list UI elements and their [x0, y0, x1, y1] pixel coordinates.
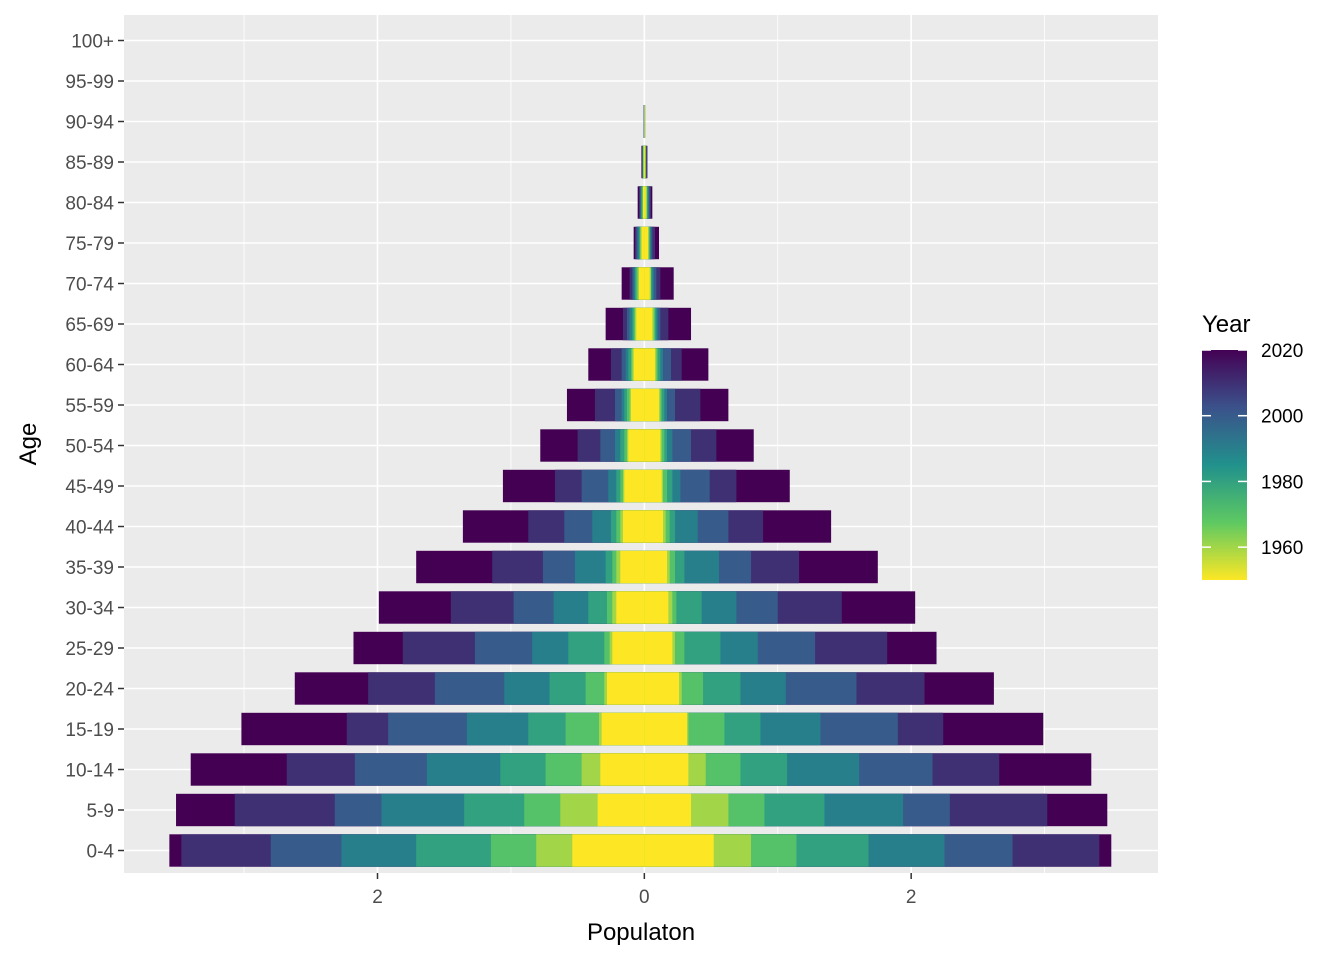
bar-segment-right	[644, 469, 662, 503]
legend-title: Year	[1202, 311, 1251, 338]
legend-tick-label: 1980	[1261, 472, 1303, 493]
bar-segment-right	[644, 793, 692, 827]
x-tick-label: 2	[906, 887, 917, 908]
y-tick-label: 50-54	[65, 437, 114, 458]
bar-segment-right	[644, 429, 661, 462]
y-axis-title: Age	[15, 423, 42, 466]
bar-segment-left	[601, 712, 645, 746]
bar-segment-right	[644, 145, 646, 179]
y-tick-label: 75-79	[65, 234, 114, 255]
y-axis-ticks: 0-4 5-9 10-14 15-19 20-24 25-29 30-34 35-39 40-4…	[65, 32, 124, 863]
y-tick-label: 15-19	[65, 720, 114, 741]
bar-segment-left	[620, 550, 645, 584]
x-tick-label: 2	[372, 887, 383, 908]
bar-segment-left	[606, 672, 645, 705]
bar-segment-left	[612, 631, 645, 665]
legend-ticks: 1960 1980 2000 2020	[1202, 341, 1303, 559]
bar-segment-left	[630, 388, 645, 422]
bar-segment-right	[644, 388, 660, 422]
bar-segment-right	[644, 510, 664, 543]
x-axis-ticks: 2 0 2	[372, 873, 916, 908]
x-axis-title: Populaton	[587, 919, 695, 946]
bar-segment-left	[622, 510, 645, 543]
bar-segment-left	[638, 267, 645, 300]
bar-segment-left	[597, 793, 645, 827]
y-tick-label: 60-64	[65, 356, 114, 377]
bar-segment-right	[644, 712, 688, 746]
x-tick-label: 0	[639, 887, 650, 908]
bar-segment-right	[644, 591, 669, 624]
color-legend: Year 1960 1980 2000 2020	[1202, 311, 1303, 580]
y-tick-label: 95-99	[65, 72, 114, 93]
y-tick-label: 40-44	[65, 518, 114, 539]
bar-segment-left	[616, 591, 645, 624]
bar-segment-right	[644, 348, 656, 381]
bars-layer	[169, 105, 1112, 867]
bar-segment-right	[644, 267, 650, 300]
bar-segment-right	[644, 753, 689, 786]
bar-segment-right	[644, 834, 714, 867]
y-tick-label: 10-14	[65, 761, 114, 782]
y-tick-label: 35-39	[65, 558, 114, 579]
bar-segment-left	[572, 834, 645, 867]
y-tick-label: 90-94	[65, 113, 114, 134]
y-tick-label: 5-9	[87, 801, 114, 822]
bar-segment-left	[643, 145, 645, 179]
bar-segment-left	[643, 186, 645, 219]
bar-segment-left	[636, 307, 645, 341]
legend-tick-label: 2020	[1261, 341, 1303, 362]
bar-segment-left	[641, 226, 645, 260]
legend-tick-label: 1960	[1261, 538, 1303, 559]
y-tick-label: 85-89	[65, 153, 114, 174]
legend-colorbar	[1202, 350, 1247, 580]
bar-segment-left	[600, 753, 645, 786]
bar-segment-right	[644, 672, 680, 705]
bar-segment-left	[624, 469, 645, 503]
bar-segment-left	[628, 429, 645, 462]
y-tick-label: 30-34	[65, 599, 114, 620]
bar-segment-left	[633, 348, 645, 381]
bar-segment-right	[644, 307, 653, 341]
legend-tick-label: 2000	[1261, 407, 1303, 428]
y-tick-label: 20-24	[65, 680, 114, 701]
y-tick-label: 55-59	[65, 396, 114, 417]
y-tick-label: 0-4	[87, 842, 115, 863]
y-tick-label: 80-84	[65, 194, 114, 215]
y-tick-label: 100+	[71, 32, 114, 53]
y-tick-label: 25-29	[65, 639, 114, 660]
y-tick-label: 65-69	[65, 315, 114, 336]
y-tick-label: 45-49	[65, 477, 114, 498]
y-tick-label: 70-74	[65, 275, 114, 296]
bar-segment-right	[644, 631, 673, 665]
bar-segment-right	[644, 186, 646, 219]
bar-segment-right	[644, 226, 649, 260]
bar-segment-right	[644, 550, 668, 584]
